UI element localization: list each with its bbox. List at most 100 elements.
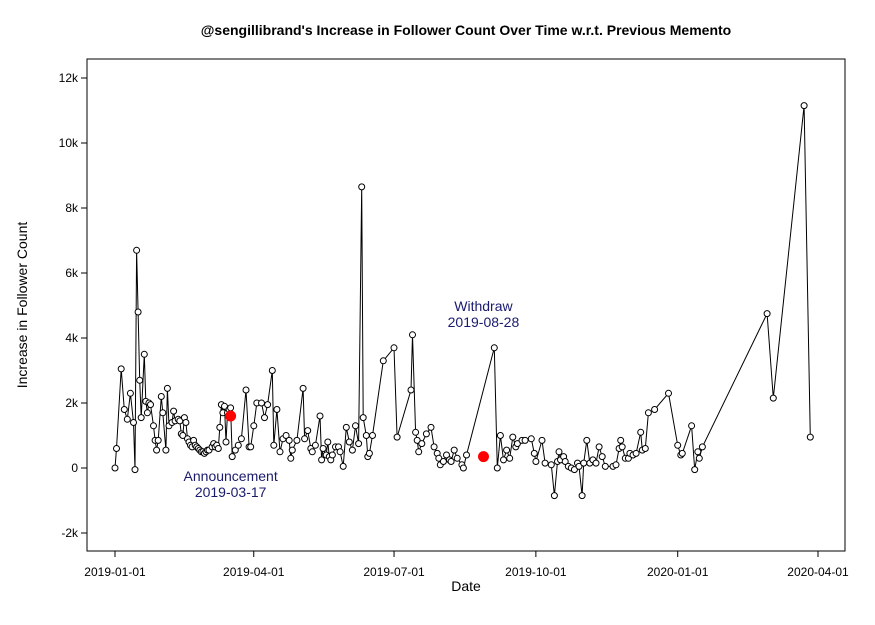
y-axis-label: Increase in Follower Count bbox=[14, 222, 30, 389]
data-point bbox=[694, 448, 702, 456]
data-point bbox=[618, 443, 626, 451]
data-point bbox=[632, 449, 640, 457]
data-point bbox=[412, 428, 420, 436]
data-point bbox=[769, 394, 777, 402]
data-point bbox=[111, 464, 119, 472]
data-point bbox=[319, 445, 327, 452]
highlight-point bbox=[478, 451, 489, 463]
data-point bbox=[182, 419, 190, 426]
annotation-label: Withdraw 2019-08-28 bbox=[448, 298, 520, 330]
data-point bbox=[541, 459, 549, 467]
data-point bbox=[147, 401, 154, 409]
data-point bbox=[496, 432, 504, 439]
data-point bbox=[561, 458, 569, 465]
data-point bbox=[150, 422, 157, 430]
y-tick-label: 12k bbox=[59, 71, 79, 85]
data-point bbox=[598, 453, 606, 461]
data-point bbox=[113, 445, 120, 452]
data-point bbox=[133, 246, 141, 254]
data-point bbox=[285, 436, 293, 444]
data-point bbox=[342, 423, 350, 431]
data-point bbox=[463, 451, 470, 459]
chart-title: @sengillibrand's Increase in Follower Co… bbox=[201, 22, 731, 38]
y-tick-label: 2k bbox=[65, 396, 79, 410]
x-tick-label: 2019-01-01 bbox=[84, 565, 146, 579]
data-point bbox=[234, 441, 242, 449]
data-point bbox=[328, 451, 336, 459]
data-point bbox=[637, 428, 645, 436]
data-point bbox=[435, 454, 443, 462]
x-tick-label: 2019-04-01 bbox=[223, 565, 285, 579]
y-tick-label: 10k bbox=[59, 136, 79, 150]
data-point bbox=[570, 466, 578, 474]
x-axis: 2019-01-01 2019-04-01 2019-07-01 2019-10-01… bbox=[84, 551, 849, 579]
data-point bbox=[806, 433, 814, 441]
data-point bbox=[459, 464, 467, 472]
data-point bbox=[418, 440, 426, 448]
data-point bbox=[800, 102, 808, 110]
data-point bbox=[153, 446, 161, 454]
data-point bbox=[674, 441, 682, 449]
data-point bbox=[154, 436, 162, 444]
data-point bbox=[365, 449, 373, 457]
data-point bbox=[369, 432, 376, 439]
data-point bbox=[131, 466, 139, 474]
data-point bbox=[228, 453, 236, 461]
data-point bbox=[247, 443, 255, 451]
data-point bbox=[592, 459, 600, 467]
y-tick-label: 0 bbox=[71, 461, 78, 475]
data-point bbox=[521, 436, 529, 444]
data-point bbox=[348, 446, 356, 454]
data-point bbox=[324, 438, 332, 446]
data-point bbox=[282, 432, 290, 439]
data-point bbox=[527, 435, 535, 443]
data-point bbox=[311, 441, 319, 449]
data-point bbox=[120, 406, 128, 413]
data-point bbox=[550, 492, 558, 500]
series-layer bbox=[111, 102, 814, 500]
data-point bbox=[123, 415, 131, 423]
data-point bbox=[134, 308, 142, 316]
data-point bbox=[308, 448, 316, 456]
data-point bbox=[547, 461, 555, 469]
data-point bbox=[159, 409, 167, 417]
data-point bbox=[355, 440, 363, 448]
data-point bbox=[162, 446, 170, 454]
data-point bbox=[140, 350, 148, 358]
data-point bbox=[293, 436, 301, 444]
data-point bbox=[126, 389, 134, 397]
data-point bbox=[509, 433, 517, 441]
highlight-point bbox=[225, 410, 237, 422]
data-point bbox=[500, 456, 507, 464]
data-point bbox=[216, 423, 224, 431]
data-point bbox=[575, 462, 583, 470]
data-point bbox=[415, 448, 423, 456]
data-point bbox=[304, 427, 312, 435]
data-point bbox=[612, 461, 620, 469]
data-point bbox=[503, 446, 511, 454]
data-point bbox=[427, 423, 435, 431]
data-point bbox=[698, 443, 706, 451]
data-point bbox=[665, 389, 672, 397]
data-point bbox=[268, 367, 276, 374]
data-point bbox=[678, 449, 686, 457]
data-point bbox=[651, 406, 659, 413]
data-point bbox=[318, 456, 326, 464]
data-point bbox=[362, 432, 370, 439]
data-point bbox=[222, 438, 230, 446]
data-point bbox=[336, 448, 344, 456]
y-tick-label: -2k bbox=[61, 526, 79, 540]
data-point bbox=[117, 365, 125, 373]
data-point bbox=[339, 462, 347, 470]
annotation-label: Announcement 2019-03-17 bbox=[184, 468, 278, 500]
plot-frame bbox=[86, 58, 846, 552]
data-point bbox=[299, 384, 307, 392]
data-point bbox=[227, 404, 235, 412]
data-point bbox=[641, 445, 649, 452]
data-point bbox=[270, 441, 278, 449]
x-tick-label: 2020-01-01 bbox=[647, 565, 709, 579]
data-point bbox=[136, 376, 144, 384]
data-point bbox=[409, 331, 416, 339]
data-point bbox=[644, 409, 652, 417]
data-point bbox=[287, 454, 295, 462]
